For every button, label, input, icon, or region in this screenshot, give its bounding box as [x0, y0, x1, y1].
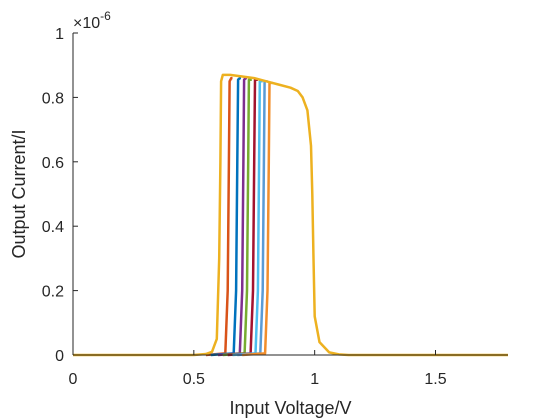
y-axis-label: Output Current/I: [9, 129, 29, 258]
series-line-1: [73, 73, 508, 357]
x-axis-label: Input Voltage/V: [229, 398, 351, 418]
y-tick-label: 0.8: [42, 90, 64, 107]
y-tick-label: 0.4: [42, 219, 64, 236]
y-tick-label: 1: [55, 26, 64, 43]
y-exponent-power: -6: [100, 9, 111, 23]
x-tick-label: 0: [69, 371, 78, 388]
x-ticks: 0 0.5 1 1.5: [69, 350, 447, 388]
y-exponent-label: ×10-6: [73, 9, 111, 32]
x-tick-label: 1.5: [424, 371, 446, 388]
y-tick-label: 0.6: [42, 155, 64, 172]
x-tick-label: 1: [310, 371, 319, 388]
series-line-4: [217, 76, 248, 357]
y-exponent-base: ×10: [73, 15, 100, 32]
y-ticks: 0 0.2 0.4 0.6 0.8 1: [42, 26, 78, 365]
x-tick-label: 0.5: [183, 371, 205, 388]
series-layer: [73, 73, 508, 357]
plot-area: 0 0.5 1 1.5 0 0.2 0.4 0.6 0.8 1: [42, 26, 508, 388]
y-tick-label: 0.2: [42, 284, 64, 301]
y-tick-label: 0: [55, 348, 64, 365]
